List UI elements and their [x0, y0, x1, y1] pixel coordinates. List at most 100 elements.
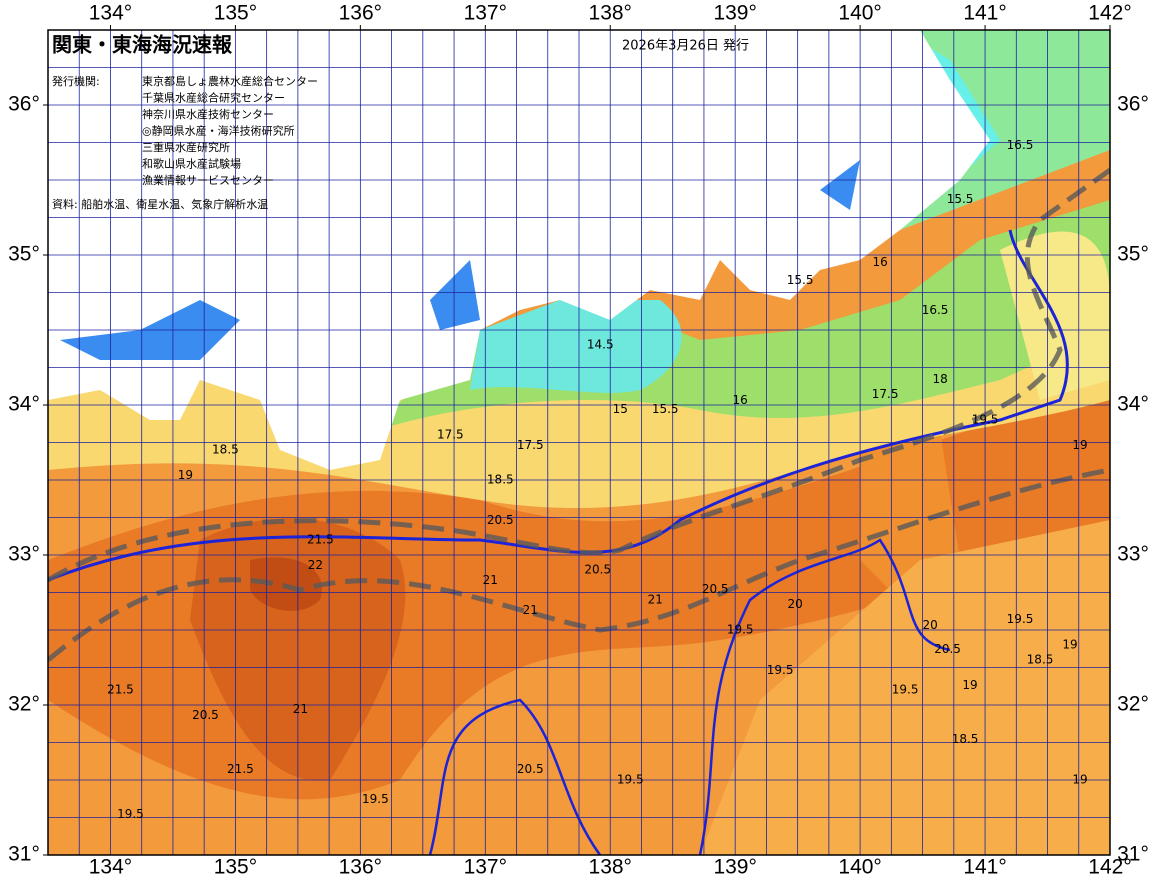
title: 関東・東海海況速報	[52, 33, 233, 57]
contour-label: 20.5	[517, 762, 544, 776]
axes: 134° 134° 135° 135° 136° 136° 137° 137° 138° 138°…	[8, 2, 1149, 879]
agency: 漁業情報サービスセンター	[142, 173, 274, 187]
land	[48, 30, 990, 470]
lon-label: 135°	[214, 2, 257, 25]
contour-label: 14.5	[587, 338, 614, 352]
inland-water	[60, 160, 860, 360]
lon-label: 138°	[589, 856, 632, 879]
lon-label: 139°	[713, 856, 756, 879]
lon-label: 134°	[89, 2, 132, 25]
cool-sea	[700, 520, 1110, 855]
cold-zone	[470, 300, 682, 393]
contour-label: 20.5	[584, 563, 611, 577]
contour-label: 19	[1072, 438, 1087, 452]
lon-label: 135°	[214, 856, 257, 879]
lon-label: 138°	[589, 2, 632, 25]
issue-date: 2026年3月26日 発行	[622, 39, 749, 54]
contour-label: 19.5	[727, 623, 754, 637]
source: 資料: 船舶水温、衛星水温、気象庁解析水温	[52, 197, 268, 211]
contour-label: 21.5	[107, 683, 134, 697]
contour-label: 21.5	[227, 762, 254, 776]
map-frame	[47, 29, 1111, 856]
lon-label: 140°	[838, 2, 881, 25]
lat-label: 31°	[8, 843, 40, 866]
contour-label: 20.5	[702, 582, 729, 596]
contour-labels: 18.5 19 21.5 22 21 20.5 20.5 21 21 20.5 20 19.5 19.5…	[107, 138, 1088, 821]
contour-label: 16	[872, 255, 887, 269]
contour-label: 15	[613, 402, 628, 416]
lon-label: 142°	[1088, 856, 1131, 879]
contour-label: 20.5	[487, 513, 514, 527]
lon-label: 141°	[963, 856, 1006, 879]
lon-label: 137°	[464, 856, 507, 879]
kuroshio-axis	[48, 167, 1110, 583]
contour-label: 18.5	[212, 443, 239, 457]
contour-label: 21	[483, 573, 498, 587]
contour-label: 16.5	[922, 303, 949, 317]
contour-label: 21	[648, 593, 663, 607]
lat-label: 31°	[1117, 843, 1149, 866]
lon-label: 136°	[339, 2, 382, 25]
contour-label: 18.5	[952, 732, 979, 746]
agency-list: 東京都島しょ農林水産総合センター千葉県水産総合研究センター神奈川県水産技術センタ…	[142, 74, 318, 187]
contour-label: 17.5	[437, 428, 464, 442]
contour-label: 19.5	[617, 773, 644, 787]
contour-line	[428, 538, 951, 855]
contour-label: 22	[308, 558, 323, 572]
contour-label: 21	[293, 702, 308, 716]
lat-label: 36°	[1117, 93, 1149, 116]
lat-label: 32°	[8, 693, 40, 716]
lat-label: 33°	[1117, 543, 1149, 566]
contour-label: 19.5	[892, 683, 919, 697]
lat-label: 34°	[1117, 393, 1149, 416]
contour-label: 16	[733, 393, 748, 407]
lon-label: 136°	[339, 856, 382, 879]
contour-line	[48, 229, 1069, 582]
contour-label: 21.5	[307, 533, 334, 547]
lon-label: 137°	[464, 2, 507, 25]
contour-label: 19	[1072, 773, 1087, 787]
contour-label: 17.5	[517, 438, 544, 452]
grid	[48, 30, 1110, 855]
agency: 和歌山県水産試験場	[142, 157, 241, 171]
agency: 千葉県水産総合研究センター	[142, 91, 285, 105]
contour-label: 19.5	[1007, 612, 1034, 626]
contour-label: 15.5	[652, 402, 679, 416]
contour-label: 16.5	[1007, 138, 1034, 152]
contour-label: 20.5	[934, 642, 961, 656]
agency: 神奈川県水産技術センター	[142, 107, 274, 121]
contour-label: 18.5	[1027, 653, 1054, 667]
contour-label: 18.5	[487, 473, 514, 487]
agency-label: 発行機関:	[52, 74, 100, 88]
contour-label: 15.5	[947, 192, 974, 206]
contour-label: 19	[178, 468, 193, 482]
contour-label: 19.5	[117, 807, 144, 821]
agency: ◎静岡県水産・海洋技術研究所	[142, 124, 295, 138]
lat-label: 36°	[8, 93, 40, 116]
lat-label: 35°	[1117, 243, 1149, 266]
lat-label: 32°	[1117, 693, 1149, 716]
agency: 三重県水産研究所	[142, 140, 230, 154]
contour-label: 21	[523, 603, 538, 617]
contour-label: 19.5	[362, 792, 389, 806]
agency: 東京都島しょ農林水産総合センター	[142, 74, 318, 88]
lat-label: 34°	[8, 393, 40, 416]
lon-label: 139°	[713, 2, 756, 25]
lon-label: 134°	[89, 856, 132, 879]
lat-label: 33°	[8, 543, 40, 566]
contour-label: 19	[1062, 638, 1077, 652]
contour-label: 17.5	[872, 387, 899, 401]
contour-label: 20	[922, 618, 937, 632]
contour-label: 19.5	[972, 413, 999, 427]
contour-label: 19.5	[767, 663, 794, 677]
lat-label: 35°	[8, 243, 40, 266]
contour-label: 19	[962, 678, 977, 692]
lon-label: 142°	[1088, 2, 1131, 25]
contour-label: 20	[788, 597, 803, 611]
contour-label: 18	[932, 372, 947, 386]
contour-label: 15.5	[787, 273, 814, 287]
lon-label: 141°	[963, 2, 1006, 25]
lon-label: 140°	[838, 856, 881, 879]
contour-label: 20.5	[192, 708, 219, 722]
